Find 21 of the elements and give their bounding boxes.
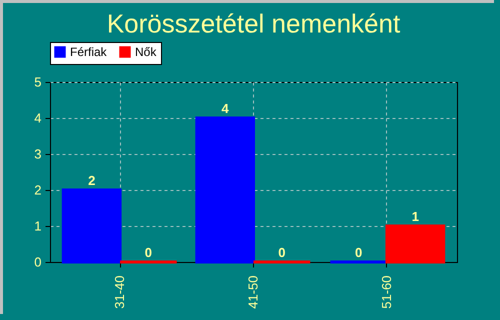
y-tick-label: 2: [34, 182, 42, 198]
legend-label: Férfiak: [70, 45, 108, 59]
y-tick-label: 5: [34, 74, 42, 90]
data-label: 0: [354, 245, 362, 260]
x-tick-label: 31-40: [112, 276, 128, 309]
data-label: 0: [144, 245, 152, 260]
data-label: 4: [222, 101, 230, 116]
bar: [385, 224, 446, 264]
data-label: 1: [412, 209, 419, 224]
y-tick-label: 1: [34, 218, 42, 234]
y-tick-label: 0: [34, 254, 42, 270]
bar: [195, 116, 255, 264]
legend-label: Nők: [135, 45, 158, 59]
y-tick-label: 4: [34, 110, 42, 126]
chart-title: Korösszetétel nemenként: [106, 8, 401, 38]
data-label: 0: [278, 245, 286, 260]
bar: [62, 188, 122, 264]
x-tick-label: 51-60: [378, 276, 394, 309]
x-tick-label: 41-50: [246, 276, 260, 309]
y-tick-label: 3: [34, 146, 42, 162]
data-label: 2: [88, 173, 96, 188]
